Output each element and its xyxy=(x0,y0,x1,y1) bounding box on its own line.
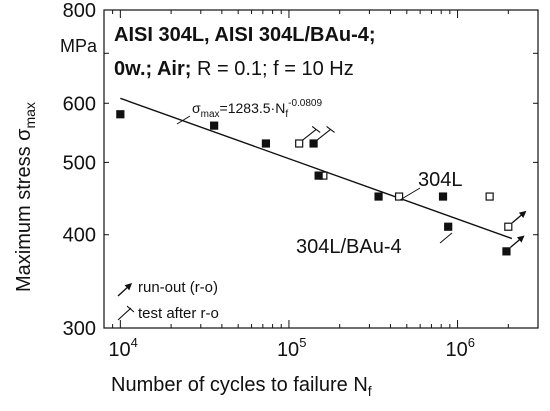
point-304l-bau4-0 xyxy=(116,110,125,119)
point-304l-bau4-6 xyxy=(438,192,448,201)
fit-equation-sigma: σ xyxy=(192,100,201,116)
fit-equation-sub: max xyxy=(201,109,220,120)
fit-line xyxy=(120,97,513,240)
legend-after-ro-symbol xyxy=(117,307,132,321)
series-leader-304l-bau4 xyxy=(439,232,453,244)
point-304l-4 xyxy=(504,222,513,231)
x-tick-labels: 104 105 106 xyxy=(108,335,475,361)
point-304l-0 xyxy=(295,139,304,148)
chart-title-line1: AISI 304L, AISI 304L/BAu-4; xyxy=(114,24,376,46)
y-tick-label: 300 xyxy=(63,318,96,340)
x-tick-label: 104 xyxy=(108,335,137,361)
x-axis-label: Number of cycles to failure Nf xyxy=(111,374,372,399)
chart-title-line2: 0w.; Air; R = 0.1; f = 10 Hz xyxy=(114,58,354,80)
run-out-arrow xyxy=(510,235,525,248)
fit-label-leader xyxy=(176,115,191,125)
test-after-ro-mark xyxy=(316,129,331,141)
point-304l-bau4-5 xyxy=(374,192,383,201)
y-axis-label: Maximum stress σmax xyxy=(13,102,38,292)
y-tick-label: 600 xyxy=(63,93,96,115)
y-tick-label: 800 xyxy=(63,0,96,22)
run-out-arrow xyxy=(511,210,527,224)
legend-after-ro-label: test after r-o xyxy=(138,305,219,322)
point-304l-3 xyxy=(485,192,494,201)
chart-title-line2-bold: 0w.; Air; xyxy=(114,58,191,80)
x-axis-label-main: Number of cycles to failure N xyxy=(111,374,368,396)
legend: run-out (r-o) test after r-o xyxy=(117,279,219,322)
test-after-ro-cap xyxy=(326,126,335,133)
chart-title-line2-rest: R = 0.1; f = 10 Hz xyxy=(191,58,353,80)
fit-equation-sub2: f xyxy=(285,109,288,120)
point-304l-bau4-3 xyxy=(309,139,318,148)
fit-equation: σmax=1283.5·Nf-0.0809 xyxy=(192,98,322,120)
legend-runout-label: run-out (r-o) xyxy=(138,279,218,296)
test-after-ro-cap xyxy=(311,126,321,133)
test-after-ro-mark xyxy=(301,129,317,141)
y-tick-label: 400 xyxy=(63,225,96,247)
fit-equation-mid: =1283.5·N xyxy=(220,100,286,116)
y-tick-labels: 300 400 500 600 800 xyxy=(63,0,96,340)
point-304l-bau4-4 xyxy=(314,171,323,180)
data-points xyxy=(116,110,513,256)
x-tick-label: 105 xyxy=(277,335,306,361)
point-annotations xyxy=(301,126,527,248)
y-axis-label-sub: max xyxy=(22,102,38,128)
plot-frame xyxy=(103,9,539,329)
legend-after-ro-cap xyxy=(126,305,135,313)
x-axis-label-sub: f xyxy=(368,383,372,399)
point-304l-bau4-7 xyxy=(444,222,453,231)
point-304l-bau4-1 xyxy=(210,121,219,130)
series-leader-304l xyxy=(399,187,421,201)
y-axis-label-main: Maximum stress σ xyxy=(13,128,35,292)
y-tick-label: 500 xyxy=(63,152,96,174)
fit-equation-exp: -0.0809 xyxy=(288,98,322,109)
point-304l-bau4-8 xyxy=(502,247,511,256)
legend-runout-symbol xyxy=(117,283,133,297)
x-tick-label: 106 xyxy=(446,335,475,361)
series-label-304l-bau4: 304L/BAu-4 xyxy=(296,236,402,258)
point-304l-2 xyxy=(394,192,404,201)
point-304l-bau4-2 xyxy=(261,139,271,148)
series-label-304l: 304L xyxy=(418,169,463,191)
y-axis-unit: MPa xyxy=(60,36,98,56)
axis-ticks xyxy=(103,9,539,329)
